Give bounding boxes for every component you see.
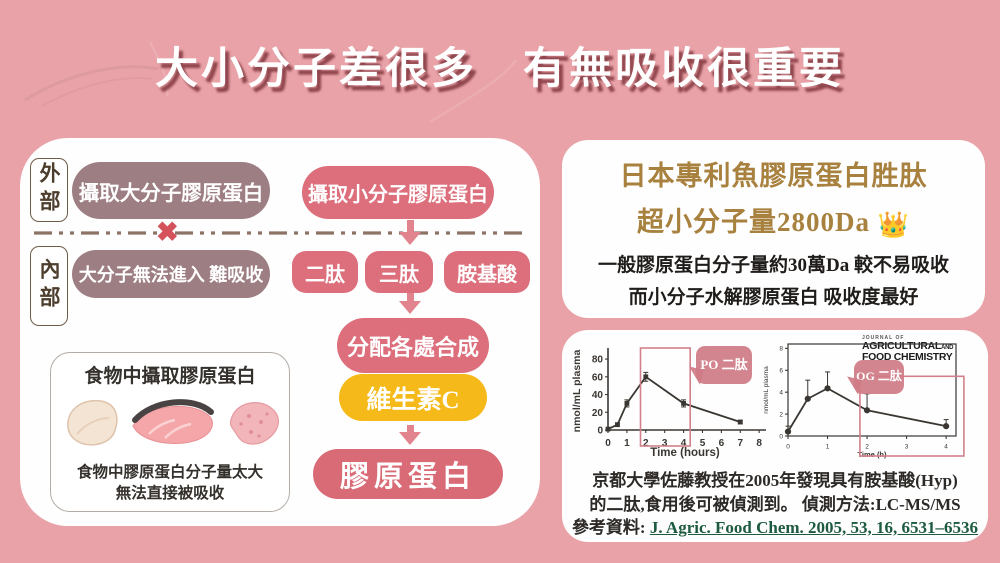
svg-text:7: 7 (737, 438, 743, 449)
journal-logo-line1: AGRICULTURALAND (862, 340, 954, 353)
svg-text:60: 60 (592, 372, 604, 383)
svg-text:6: 6 (719, 438, 725, 449)
svg-text:8: 8 (756, 438, 762, 449)
patent-claim-panel: 日本專利魚膠原蛋白胜肽 超小分子量2800Da 👑 一般膠原蛋白分子量約30萬D… (562, 140, 985, 318)
food-source-box: 食物中攝取膠原蛋白 食物中膠原蛋白分 (50, 352, 290, 512)
patent-body-line1: 一般膠原蛋白分子量約30萬Da 較不易吸收 (598, 255, 949, 276)
fish-slice-icon (132, 399, 214, 444)
reference-label: 參考資料: (571, 518, 646, 537)
collagen-arrow-icon (399, 425, 421, 445)
crown-icon: 👑 (877, 212, 910, 239)
food-caption-line2: 無法直接被吸收 (115, 484, 225, 502)
patent-headline-line2: 超小分子量2800Da 👑 (562, 200, 985, 240)
left-flow-panel: 外部 攝取大分子膠原蛋白 攝取小分子膠原蛋白 ✖ 內部 大分子無法進入 難吸收 … (20, 138, 540, 526)
svg-text:3: 3 (662, 438, 668, 449)
svg-text:1: 1 (826, 444, 830, 451)
absorb-arrow-icon (399, 220, 421, 245)
svg-text:nmol/mL plasma: nmol/mL plasma (571, 350, 583, 433)
small-molecule-pill: 攝取小分子膠原蛋白 (302, 166, 494, 219)
patent-body-line2: 而小分子水解膠原蛋白 吸收度最好 (628, 287, 919, 308)
study-evidence-panel: JOURNAL OF AGRICULTURALAND FOOD CHEMISTR… (562, 330, 988, 542)
journal-logo-and: AND (941, 345, 954, 352)
headline-2800da-text: 超小分子量2800Da (637, 207, 871, 237)
blocked-x-icon: ✖ (156, 217, 179, 247)
blocked-pill: 大分子無法進入 難吸收 (72, 250, 270, 298)
journal-logo-line2: FOOD CHEMISTRY (862, 351, 953, 364)
journal-logo: JOURNAL OF AGRICULTURALAND FOOD CHEMISTR… (862, 335, 954, 364)
tripeptide-pill: 三肽 (365, 251, 433, 293)
svg-text:20: 20 (592, 408, 604, 419)
svg-text:2: 2 (779, 411, 783, 418)
inside-label: 內部 (30, 246, 68, 326)
svg-text:3: 3 (905, 444, 909, 451)
og-chart-svg: 0 2 4 6 8 0 1 2 3 4 Time (h) nmol/mL plasma (763, 343, 965, 459)
food-caption-line1: 食物中膠原蛋白分子量太大 (76, 464, 263, 481)
po-peptide-bubble: PO 二肽 (696, 346, 752, 384)
og-peptide-bubble: OG 二肽 (854, 360, 904, 394)
membrane-dashed-line (34, 231, 526, 235)
food-box-title: 食物中攝取膠原蛋白 (84, 366, 256, 387)
po-peptide-chart: 0 20 40 60 80 0 1 2 3 4 5 6 7 8 Time (hours) nmol/mL pl… (570, 346, 770, 474)
svg-text:8: 8 (779, 346, 783, 353)
svg-text:80: 80 (592, 355, 604, 366)
reference-link[interactable]: J. Agric. Food Chem. 2005, 53, 16, 6531–… (649, 518, 979, 537)
svg-text:4: 4 (681, 438, 687, 449)
collagen-pill: 膠原蛋白 (313, 449, 503, 499)
pork-skin-icon (67, 399, 118, 446)
vitamin-c-pill: 維生素C (339, 374, 487, 421)
study-caption-line2: 的二肽,食用後可被偵測到。 偵測方法:LC-MS/MS (589, 495, 961, 514)
po-chart-svg: 0 20 40 60 80 0 1 2 3 4 5 6 7 8 Time (hours) nmol/mL pl… (571, 347, 766, 459)
og-peptide-chart: 0 2 4 6 8 0 1 2 3 4 Time (h) nmol/mL plasma OG 二肽 (758, 338, 980, 470)
svg-text:2: 2 (865, 444, 869, 451)
big-molecule-pill: 攝取大分子膠原蛋白 (72, 162, 270, 219)
svg-text:1: 1 (624, 438, 630, 449)
svg-text:6: 6 (779, 368, 783, 375)
svg-text:4: 4 (944, 444, 948, 451)
synthesis-arrow-icon (399, 293, 421, 314)
dipeptide-pill: 二肽 (292, 251, 358, 293)
synthesis-pill: 分配各處合成 (337, 318, 489, 373)
svg-text:0: 0 (597, 426, 603, 437)
outside-label: 外部 (30, 158, 68, 222)
svg-text:5: 5 (700, 438, 706, 449)
svg-text:2: 2 (643, 438, 649, 449)
svg-text:4: 4 (779, 389, 783, 396)
svg-text:0: 0 (779, 433, 783, 440)
amino-acid-pill: 胺基酸 (444, 251, 530, 293)
svg-text:Time (hours): Time (hours) (650, 447, 720, 459)
patent-headline-line1: 日本專利魚膠原蛋白胜肽 (619, 161, 928, 191)
journal-logo-top: JOURNAL OF (862, 335, 905, 341)
svg-text:nmol/mL plasma: nmol/mL plasma (763, 366, 770, 414)
svg-text:Time (h): Time (h) (857, 450, 887, 459)
page-title: 大小分子差很多 有無吸收很重要 (155, 46, 845, 93)
svg-text:40: 40 (592, 390, 604, 401)
chicken-wing-icon (229, 402, 279, 445)
food-illustrations (67, 399, 279, 446)
svg-text:0: 0 (786, 444, 790, 451)
reference-row: 參考資料: J. Agric. Food Chem. 2005, 53, 16,… (562, 513, 988, 538)
food-box-caption: 食物中膠原蛋白分子量太大 無法直接被吸收 (51, 463, 289, 505)
svg-text:0: 0 (605, 438, 611, 449)
study-caption-line1: 京都大學佐藤教授在2005年發現具有胺基酸(Hyp) (592, 471, 958, 490)
